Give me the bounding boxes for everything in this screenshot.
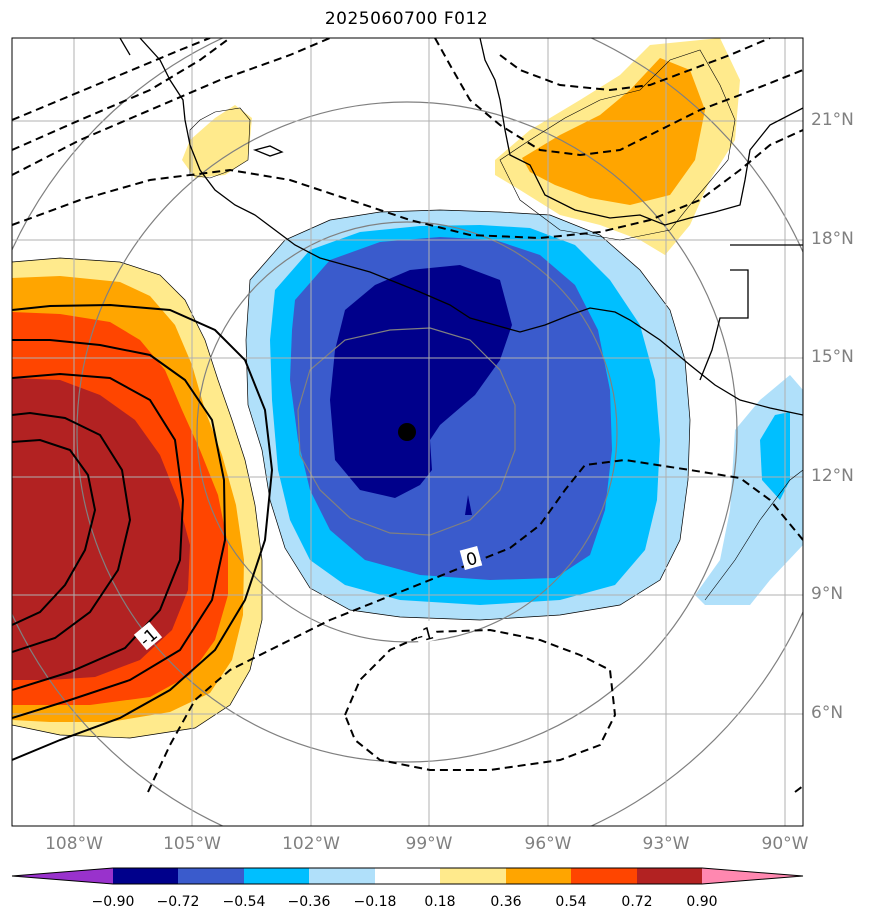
lon-label-90w: 90°W [761, 834, 809, 854]
guatemala-border [699, 244, 803, 381]
colorbar-tick: −0.72 [156, 894, 200, 910]
colorbar-segment [637, 868, 702, 884]
colorbar-segment [244, 868, 309, 884]
coastlines [119, 38, 803, 416]
plot-area [12, 38, 803, 826]
colorbar-segment [309, 868, 375, 884]
range-ring-inner [297, 327, 516, 536]
lat-label-18n: 18°N [811, 229, 854, 249]
colorbar-tick: 0.36 [490, 894, 522, 910]
colorbar-tick: −0.54 [222, 894, 266, 910]
lon-label-93w: 93°W [642, 834, 690, 854]
colorbar [11, 867, 804, 885]
contours-solid [12, 303, 274, 761]
negative-anomaly-east [695, 375, 803, 605]
colorbar-tick: −0.18 [353, 894, 397, 910]
lat-label-15n: 15°N [811, 347, 854, 367]
colorbar-segment [178, 868, 244, 884]
plot-frame [11, 37, 804, 827]
colorbar-tick: 0.54 [555, 894, 587, 910]
yucatan-coast [479, 38, 803, 226]
baja-tip [119, 38, 131, 56]
contours-dashed [12, 38, 803, 793]
lon-label-108w: 108°W [45, 834, 103, 854]
range-rings [12, 38, 803, 826]
range-ring-middle [196, 221, 618, 643]
ne-light-fill [522, 58, 705, 205]
colorbar-segment [113, 868, 178, 884]
pos-outline [12, 257, 263, 739]
lat-label-12n: 12°N [811, 466, 854, 486]
neg-outline [245, 209, 691, 621]
colorbar-tick: −0.90 [91, 894, 135, 910]
graticule [12, 38, 803, 826]
colorbar-segment [375, 868, 440, 884]
thin-borders [189, 49, 803, 601]
east-light-fill [760, 412, 790, 500]
range-ring-outer [76, 101, 738, 763]
positive-anomaly-small [182, 105, 252, 178]
lon-label-105w: 105°W [163, 834, 221, 854]
colorbar-tick: 0.72 [621, 894, 653, 910]
lon-label-102w: 102°W [282, 834, 340, 854]
mexico-pacific-coast [139, 38, 803, 416]
neg-strong-sliver [465, 495, 472, 515]
lat-label-9n: 9°N [811, 584, 844, 604]
island [252, 145, 284, 157]
negative-anomaly-center [245, 209, 691, 621]
colorbar-segment [506, 868, 571, 884]
colorbar-segment [440, 868, 506, 884]
colorbar-under-arrow [12, 868, 113, 884]
map-title: 2025060700 F012 [324, 9, 489, 29]
lat-label-6n: 6°N [811, 703, 844, 723]
storm-center-marker [398, 423, 416, 441]
colorbar-tick: 0.90 [686, 894, 718, 910]
neg-strong-fill [330, 265, 512, 498]
contour-label-neg-south: -1 [415, 623, 437, 647]
lon-label-99w: 99°W [405, 834, 453, 854]
lon-label-96w: 96°W [524, 834, 572, 854]
contour-label-zero: 0 [464, 549, 480, 571]
colorbar-tick: −0.36 [287, 894, 331, 910]
colorbar-tick: 0.18 [424, 894, 456, 910]
pos-strong-fill [12, 378, 190, 680]
colorbar-segment [571, 868, 637, 884]
colorbar-outline [11, 867, 804, 885]
lat-label-21n: 21°N [811, 110, 854, 130]
colorbar-over-arrow [702, 868, 803, 884]
